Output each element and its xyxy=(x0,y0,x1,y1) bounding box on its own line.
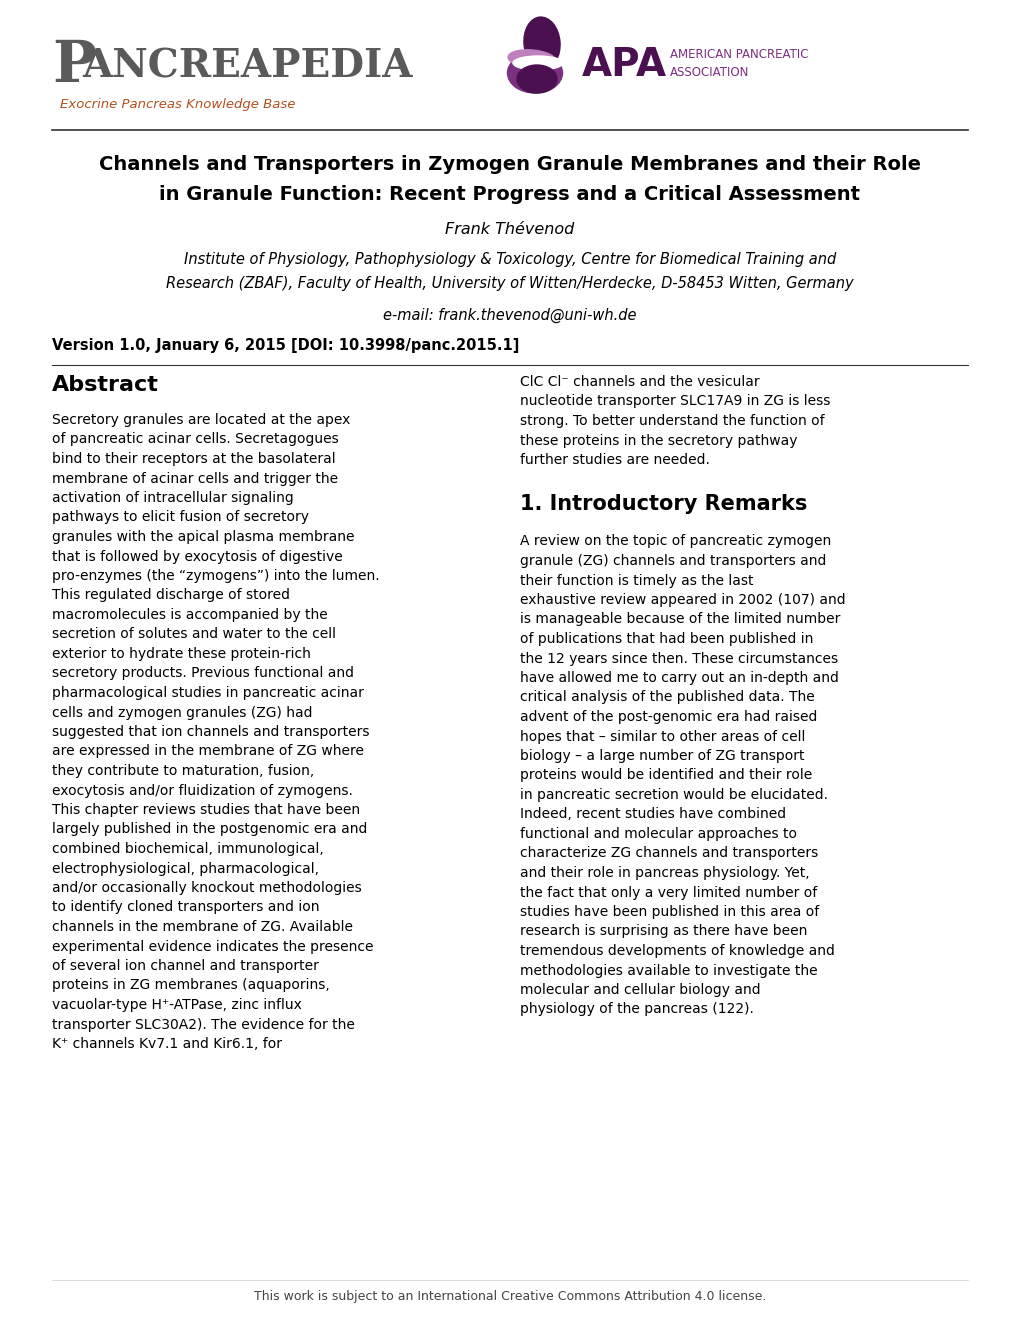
Text: nucleotide transporter SLC17A9 in ZG is less: nucleotide transporter SLC17A9 in ZG is … xyxy=(520,395,829,408)
Text: electrophysiological, pharmacological,: electrophysiological, pharmacological, xyxy=(52,862,319,875)
Text: Frank Thévenod: Frank Thévenod xyxy=(445,222,574,238)
Text: Version 1.0, January 6, 2015 [DOI: 10.3998/panc.2015.1]: Version 1.0, January 6, 2015 [DOI: 10.39… xyxy=(52,338,519,352)
Ellipse shape xyxy=(507,50,555,69)
Text: e-mail: frank.thevenod@uni-wh.de: e-mail: frank.thevenod@uni-wh.de xyxy=(383,308,636,323)
Text: APA: APA xyxy=(582,46,666,84)
Text: in Granule Function: Recent Progress and a Critical Assessment: in Granule Function: Recent Progress and… xyxy=(159,185,860,205)
Ellipse shape xyxy=(524,17,559,69)
Text: channels in the membrane of ZG. Available: channels in the membrane of ZG. Availabl… xyxy=(52,920,353,935)
Text: suggested that ion channels and transporters: suggested that ion channels and transpor… xyxy=(52,725,369,739)
Text: Channels and Transporters in Zymogen Granule Membranes and their Role: Channels and Transporters in Zymogen Gra… xyxy=(99,154,920,174)
Text: Research (ZBAF), Faculty of Health, University of Witten/Herdecke, D-58453 Witte: Research (ZBAF), Faculty of Health, Univ… xyxy=(166,276,853,290)
Text: experimental evidence indicates the presence: experimental evidence indicates the pres… xyxy=(52,940,373,953)
Text: secretory products. Previous functional and: secretory products. Previous functional … xyxy=(52,667,354,681)
Text: the 12 years since then. These circumstances: the 12 years since then. These circumsta… xyxy=(520,652,838,665)
Text: exocytosis and/or fluidization of zymogens.: exocytosis and/or fluidization of zymoge… xyxy=(52,784,353,797)
Text: Indeed, recent studies have combined: Indeed, recent studies have combined xyxy=(520,808,786,821)
Text: they contribute to maturation, fusion,: they contribute to maturation, fusion, xyxy=(52,764,314,777)
Text: have allowed me to carry out an in-depth and: have allowed me to carry out an in-depth… xyxy=(520,671,838,685)
Text: of publications that had been published in: of publications that had been published … xyxy=(520,632,812,645)
Text: K⁺ channels Kv7.1 and Kir6.1, for: K⁺ channels Kv7.1 and Kir6.1, for xyxy=(52,1038,281,1051)
Text: molecular and cellular biology and: molecular and cellular biology and xyxy=(520,983,760,997)
Text: exhaustive review appeared in 2002 (107) and: exhaustive review appeared in 2002 (107)… xyxy=(520,593,845,607)
Text: transporter SLC30A2). The evidence for the: transporter SLC30A2). The evidence for t… xyxy=(52,1018,355,1031)
Text: to identify cloned transporters and ion: to identify cloned transporters and ion xyxy=(52,900,319,915)
Text: This regulated discharge of stored: This regulated discharge of stored xyxy=(52,589,289,602)
Text: the fact that only a very limited number of: the fact that only a very limited number… xyxy=(520,886,816,899)
Text: these proteins in the secretory pathway: these proteins in the secretory pathway xyxy=(520,433,797,447)
Text: advent of the post-genomic era had raised: advent of the post-genomic era had raise… xyxy=(520,710,816,723)
Text: and their role in pancreas physiology. Yet,: and their role in pancreas physiology. Y… xyxy=(520,866,809,880)
Text: ASSOCIATION: ASSOCIATION xyxy=(669,66,749,79)
Text: physiology of the pancreas (122).: physiology of the pancreas (122). xyxy=(520,1002,753,1016)
Text: Exocrine Pancreas Knowledge Base: Exocrine Pancreas Knowledge Base xyxy=(60,98,296,111)
Text: pharmacological studies in pancreatic acinar: pharmacological studies in pancreatic ac… xyxy=(52,686,364,700)
Text: in pancreatic secretion would be elucidated.: in pancreatic secretion would be elucida… xyxy=(520,788,827,803)
Text: functional and molecular approaches to: functional and molecular approaches to xyxy=(520,828,796,841)
Text: largely published in the postgenomic era and: largely published in the postgenomic era… xyxy=(52,822,367,837)
Text: that is followed by exocytosis of digestive: that is followed by exocytosis of digest… xyxy=(52,549,342,564)
Text: biology – a large number of ZG transport: biology – a large number of ZG transport xyxy=(520,748,804,763)
Text: activation of intracellular signaling: activation of intracellular signaling xyxy=(52,491,293,506)
Text: exterior to hydrate these protein-rich: exterior to hydrate these protein-rich xyxy=(52,647,311,661)
Text: proteins in ZG membranes (aquaporins,: proteins in ZG membranes (aquaporins, xyxy=(52,978,329,993)
Text: proteins would be identified and their role: proteins would be identified and their r… xyxy=(520,768,811,783)
Text: studies have been published in this area of: studies have been published in this area… xyxy=(520,906,818,919)
Text: cells and zymogen granules (ZG) had: cells and zymogen granules (ZG) had xyxy=(52,705,312,719)
Text: P: P xyxy=(52,38,96,94)
Text: of pancreatic acinar cells. Secretagogues: of pancreatic acinar cells. Secretagogue… xyxy=(52,433,338,446)
Text: membrane of acinar cells and trigger the: membrane of acinar cells and trigger the xyxy=(52,471,337,486)
Ellipse shape xyxy=(513,55,562,70)
Text: and/or occasionally knockout methodologies: and/or occasionally knockout methodologi… xyxy=(52,880,362,895)
Text: Abstract: Abstract xyxy=(52,375,159,395)
Text: A review on the topic of pancreatic zymogen: A review on the topic of pancreatic zymo… xyxy=(520,535,830,549)
Text: macromolecules is accompanied by the: macromolecules is accompanied by the xyxy=(52,609,327,622)
Text: secretion of solutes and water to the cell: secretion of solutes and water to the ce… xyxy=(52,627,335,642)
Text: tremendous developments of knowledge and: tremendous developments of knowledge and xyxy=(520,944,835,958)
Text: are expressed in the membrane of ZG where: are expressed in the membrane of ZG wher… xyxy=(52,744,364,759)
Text: Secretory granules are located at the apex: Secretory granules are located at the ap… xyxy=(52,413,351,426)
Text: their function is timely as the last: their function is timely as the last xyxy=(520,573,753,587)
Text: vacuolar-type H⁺-ATPase, zinc influx: vacuolar-type H⁺-ATPase, zinc influx xyxy=(52,998,302,1012)
Text: of several ion channel and transporter: of several ion channel and transporter xyxy=(52,960,319,973)
Text: research is surprising as there have been: research is surprising as there have bee… xyxy=(520,924,807,939)
Text: pathways to elicit fusion of secretory: pathways to elicit fusion of secretory xyxy=(52,511,309,524)
Text: ClC Cl⁻ channels and the vesicular: ClC Cl⁻ channels and the vesicular xyxy=(520,375,759,389)
Text: 1. Introductory Remarks: 1. Introductory Remarks xyxy=(520,495,807,515)
Ellipse shape xyxy=(517,65,556,92)
Text: pro-enzymes (the “zymogens”) into the lumen.: pro-enzymes (the “zymogens”) into the lu… xyxy=(52,569,379,583)
Text: critical analysis of the published data. The: critical analysis of the published data.… xyxy=(520,690,814,705)
Text: This work is subject to an International Creative Commons Attribution 4.0 licens: This work is subject to an International… xyxy=(254,1290,765,1303)
Text: granules with the apical plasma membrane: granules with the apical plasma membrane xyxy=(52,531,355,544)
Text: granule (ZG) channels and transporters and: granule (ZG) channels and transporters a… xyxy=(520,554,825,568)
Text: AMERICAN PANCREATIC: AMERICAN PANCREATIC xyxy=(669,49,808,62)
Text: combined biochemical, immunological,: combined biochemical, immunological, xyxy=(52,842,323,855)
Ellipse shape xyxy=(507,53,561,92)
Text: characterize ZG channels and transporters: characterize ZG channels and transporter… xyxy=(520,846,817,861)
Text: ANCREAPEDIA: ANCREAPEDIA xyxy=(82,48,412,86)
Text: This chapter reviews studies that have been: This chapter reviews studies that have b… xyxy=(52,803,360,817)
Text: bind to their receptors at the basolateral: bind to their receptors at the basolater… xyxy=(52,451,335,466)
Text: Institute of Physiology, Pathophysiology & Toxicology, Centre for Biomedical Tra: Institute of Physiology, Pathophysiology… xyxy=(183,252,836,267)
Text: further studies are needed.: further studies are needed. xyxy=(520,453,709,467)
Text: strong. To better understand the function of: strong. To better understand the functio… xyxy=(520,414,823,428)
Text: is manageable because of the limited number: is manageable because of the limited num… xyxy=(520,612,840,627)
Text: methodologies available to investigate the: methodologies available to investigate t… xyxy=(520,964,817,978)
Text: hopes that – similar to other areas of cell: hopes that – similar to other areas of c… xyxy=(520,730,805,743)
